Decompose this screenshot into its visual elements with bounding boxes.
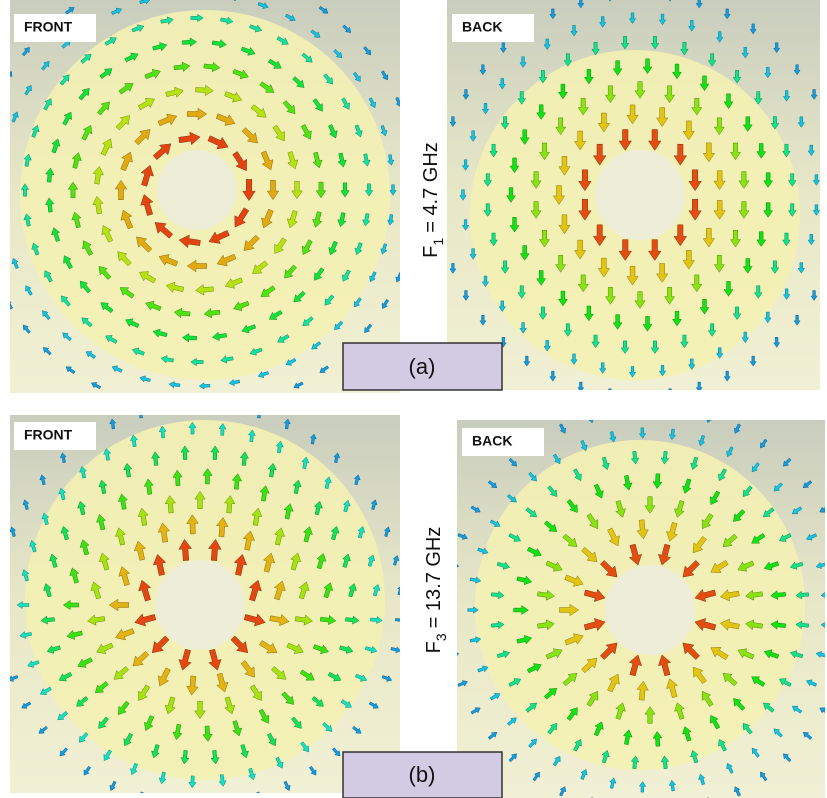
subscript: 3 — [433, 633, 449, 641]
arrow — [0, 617, 5, 623]
hole — [595, 150, 685, 240]
arrow — [412, 215, 418, 225]
arrow — [617, 406, 623, 416]
arrow — [227, 401, 233, 411]
arrow — [677, 406, 683, 416]
arrow — [637, 391, 643, 401]
arrow — [207, 407, 217, 413]
panel-tag: FRONT — [14, 422, 96, 450]
frequency-label: F1 = 4.7 GHz — [420, 142, 446, 258]
arrow — [237, 403, 247, 409]
arrow — [1, 556, 7, 566]
panel — [0, 399, 405, 798]
panel-tag: BACK — [452, 14, 534, 42]
hole — [605, 565, 695, 655]
arrow — [667, 389, 673, 399]
tag-text: BACK — [472, 433, 512, 449]
subscript: 1 — [430, 238, 446, 246]
arrow — [147, 402, 157, 408]
arrow — [197, 399, 203, 409]
arrow — [0, 647, 9, 653]
arrow — [3, 230, 9, 241]
value: = 13.7 GHz — [423, 527, 445, 629]
arrow — [0, 585, 2, 595]
arrow — [445, 622, 455, 628]
arrow — [119, 394, 129, 400]
frequency-text: F3 = 13.7 GHz — [423, 527, 449, 654]
arrow — [412, 155, 418, 165]
panels: FRONT BACK FRONT BACK — [0, 0, 827, 798]
frequency-text: F1 = 4.7 GHz — [420, 142, 446, 258]
arrow — [3, 140, 9, 151]
hole — [157, 150, 237, 230]
arrow — [177, 407, 187, 413]
panel-tag: FRONT — [14, 14, 96, 42]
symbol: F — [423, 641, 445, 653]
hole — [155, 560, 245, 650]
arrow — [266, 394, 276, 400]
caption: (a) — [409, 354, 436, 379]
arrow — [647, 404, 653, 414]
tag-text: BACK — [462, 19, 502, 35]
arrow — [167, 401, 173, 411]
panel-tag: BACK — [462, 428, 544, 456]
tag-text: FRONT — [24, 19, 73, 35]
panel — [445, 404, 827, 798]
tag-text: FRONT — [24, 427, 73, 443]
arrow — [406, 244, 412, 254]
value: = 4.7 GHz — [420, 142, 442, 233]
panel — [437, 0, 827, 401]
arrow — [445, 592, 455, 598]
arrow — [607, 389, 613, 399]
arrow — [406, 126, 412, 136]
caption: (b) — [409, 762, 436, 787]
symbol: F — [420, 246, 442, 258]
figure: FRONTBACKFRONTBACK F1= 4.7 GHz F3= 13.7 … — [0, 0, 827, 798]
frequency-label: F3 = 13.7 GHz — [423, 527, 449, 654]
arrow — [0, 170, 5, 181]
arrow — [0, 200, 5, 211]
